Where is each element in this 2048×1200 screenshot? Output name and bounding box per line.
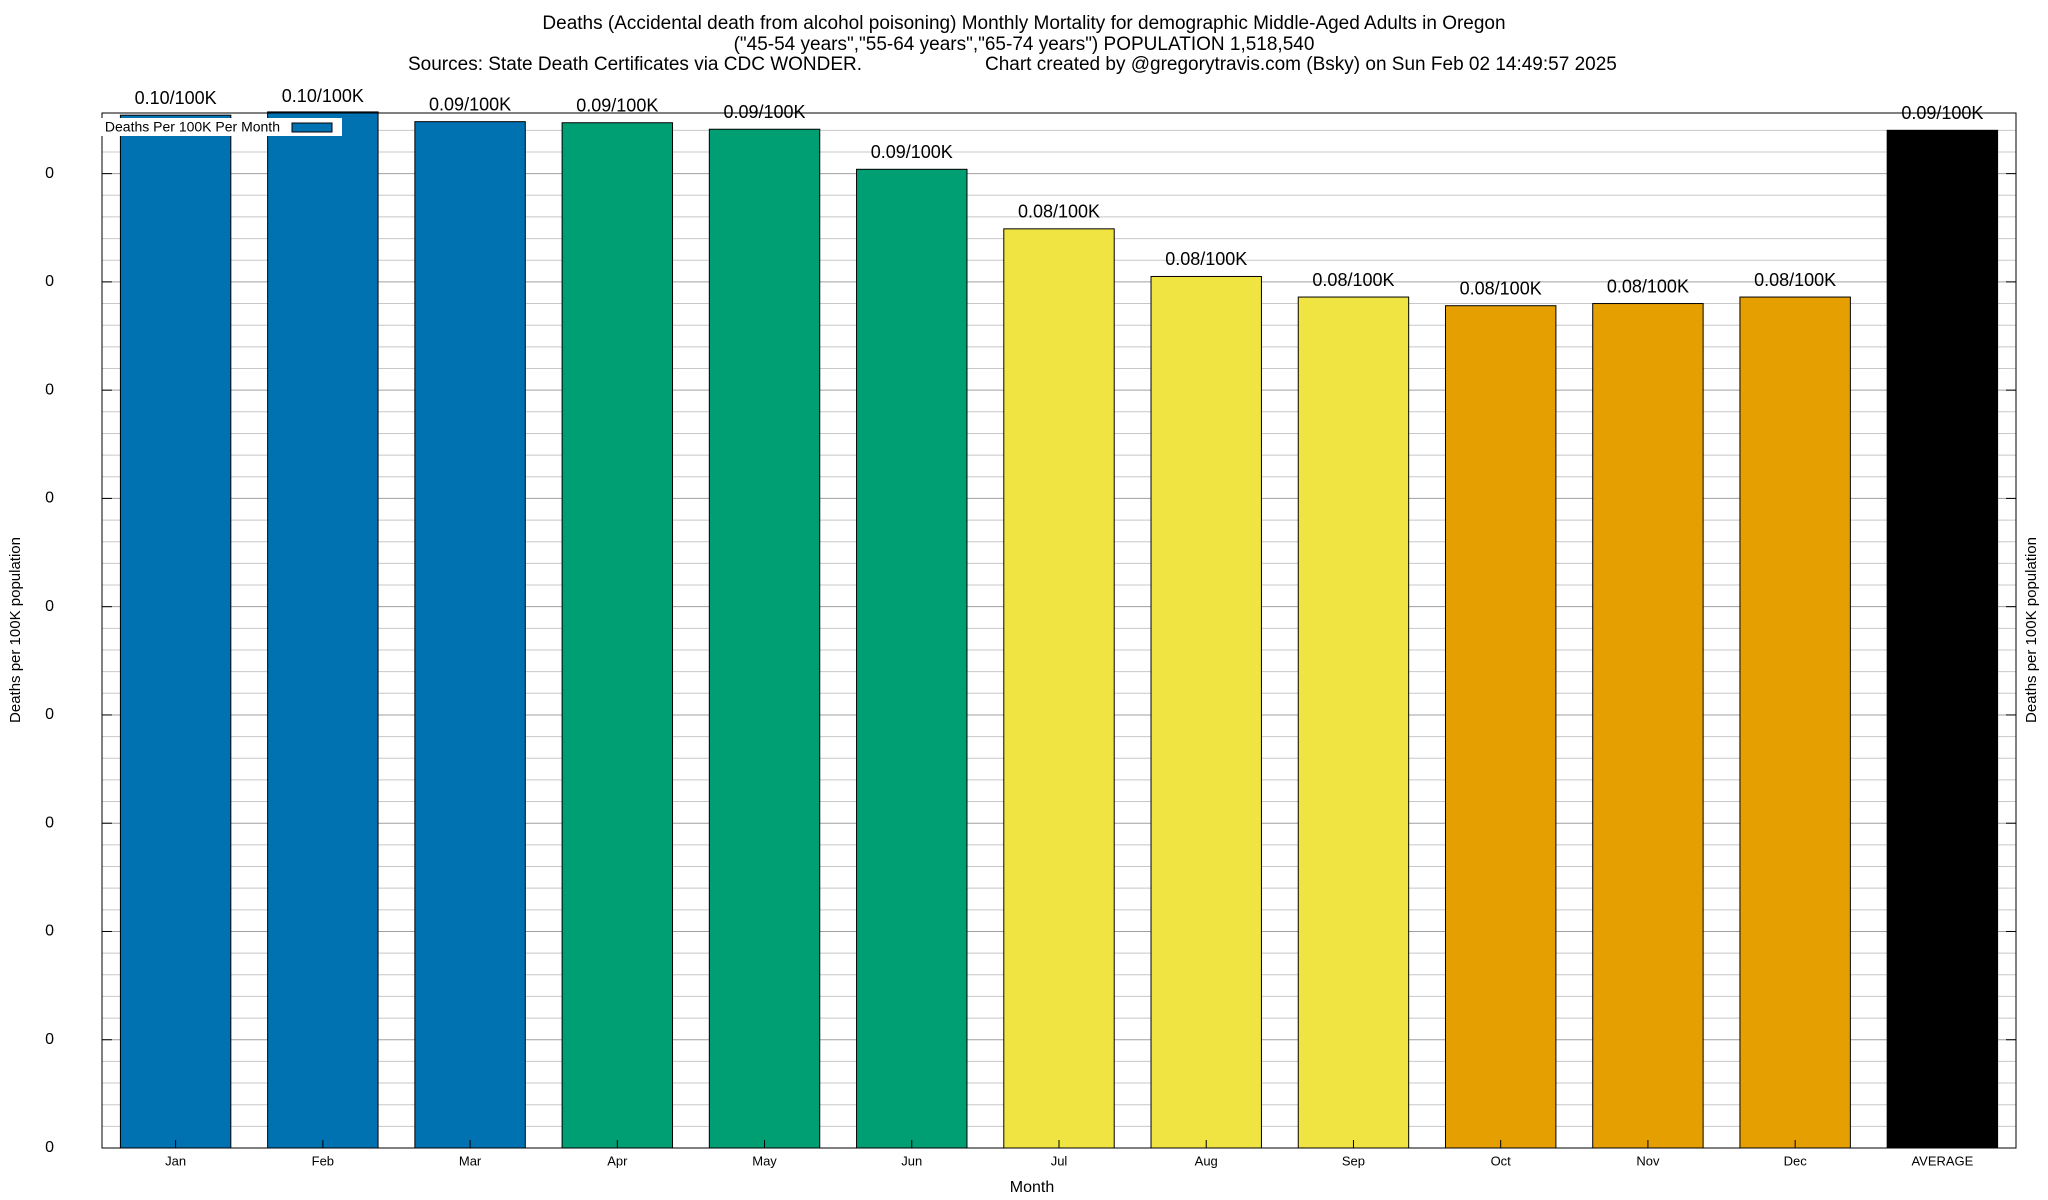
value-label: 0.10/100K — [282, 86, 364, 106]
value-label: 0.09/100K — [576, 95, 658, 115]
y-tick-label: 0 — [45, 923, 54, 940]
x-tick-label: Aug — [1195, 1153, 1218, 1168]
value-label: 0.08/100K — [1607, 276, 1689, 296]
y-tick-label: 0 — [45, 490, 54, 507]
y-tick-label: 0 — [45, 598, 54, 615]
x-tick-label: Jun — [901, 1153, 922, 1168]
value-label: 0.09/100K — [429, 94, 511, 114]
y-axis-label: Deaths per 100K population — [7, 537, 24, 723]
y2-axis-label: Deaths per 100K population — [2023, 537, 2040, 723]
bar — [1739, 296, 1851, 1148]
value-label: 0.10/100K — [135, 88, 217, 108]
x-tick-label: Jan — [165, 1153, 186, 1168]
value-label: 0.09/100K — [723, 102, 805, 122]
x-tick-label: AVERAGE — [1911, 1153, 1973, 1168]
value-label: 0.09/100K — [871, 142, 953, 162]
x-tick-label: Nov — [1636, 1153, 1660, 1168]
value-label: 0.08/100K — [1460, 278, 1542, 298]
x-tick-label: Oct — [1491, 1153, 1512, 1168]
bar — [267, 111, 379, 1148]
y-tick-label: 0 — [45, 1139, 54, 1156]
plot-frame — [101, 112, 2017, 1149]
bar — [1297, 296, 1410, 1148]
source: Sources: State Death Certificates via CD… — [408, 54, 862, 75]
value-label: 0.08/100K — [1018, 202, 1100, 222]
y-tick-label: 0 — [45, 381, 54, 398]
x-tick-label: May — [752, 1153, 777, 1168]
bar — [1444, 305, 1557, 1148]
bar — [119, 114, 232, 1148]
x-tick-label: Sep — [1342, 1153, 1365, 1168]
chart-subtitle: ("45-54 years","55-64 years","65-74 year… — [734, 34, 1315, 55]
legend-swatch — [291, 122, 333, 133]
bar — [856, 168, 968, 1148]
x-tick-label: Mar — [459, 1153, 482, 1168]
bar — [1003, 228, 1115, 1148]
x-tick-label: Apr — [607, 1153, 628, 1168]
bar — [1886, 129, 1999, 1148]
value-label: 0.08/100K — [1754, 270, 1836, 290]
x-tick-label: Jul — [1051, 1153, 1068, 1168]
y-tick-label: 0 — [45, 706, 54, 723]
y-tick-label: 0 — [45, 273, 54, 290]
bar — [1150, 275, 1262, 1148]
y-tick-label: 0 — [45, 165, 54, 182]
legend-box — [76, 118, 342, 136]
bar — [708, 128, 821, 1148]
x-axis-label: Month — [1010, 1179, 1054, 1196]
y-tick-label: 0 — [45, 1031, 54, 1048]
bar — [414, 121, 526, 1148]
legend-label: Deaths Per 100K Per Month — [105, 119, 280, 135]
value-label: 0.08/100K — [1312, 270, 1394, 290]
x-tick-label: Feb — [312, 1153, 334, 1168]
credit: Chart created by @gregorytravis.com (Bsk… — [985, 54, 1617, 75]
y-tick-label: 0 — [45, 814, 54, 831]
bar — [561, 122, 674, 1148]
bar — [1592, 303, 1704, 1148]
value-label: 0.08/100K — [1165, 249, 1247, 269]
chart-title: Deaths (Accidental death from alcohol po… — [542, 13, 1505, 34]
x-tick-label: Dec — [1784, 1153, 1808, 1168]
